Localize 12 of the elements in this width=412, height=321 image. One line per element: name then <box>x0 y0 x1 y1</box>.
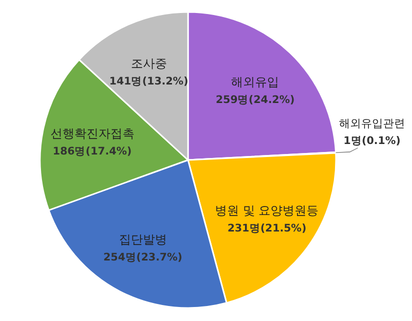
slice-label: 조사중 <box>130 56 167 71</box>
slice-label: 해외유입관련 <box>339 116 405 130</box>
slice-label: 해외유입 <box>231 75 280 90</box>
data-label: 1명(0.1%) <box>343 134 401 147</box>
slice-label: 병원 및 요양병원등 <box>215 204 319 218</box>
data-label: 259명(24.2%) <box>216 94 295 106</box>
slice-label: 집단발병 <box>118 232 167 247</box>
slice-label: 선행확진자접촉 <box>50 126 134 141</box>
data-label: 141명(13.2%) <box>109 76 188 88</box>
data-label: 254명(23.7%) <box>103 252 182 264</box>
data-label: 231명(21.5%) <box>227 222 306 235</box>
data-label: 186명(17.4%) <box>52 146 132 158</box>
